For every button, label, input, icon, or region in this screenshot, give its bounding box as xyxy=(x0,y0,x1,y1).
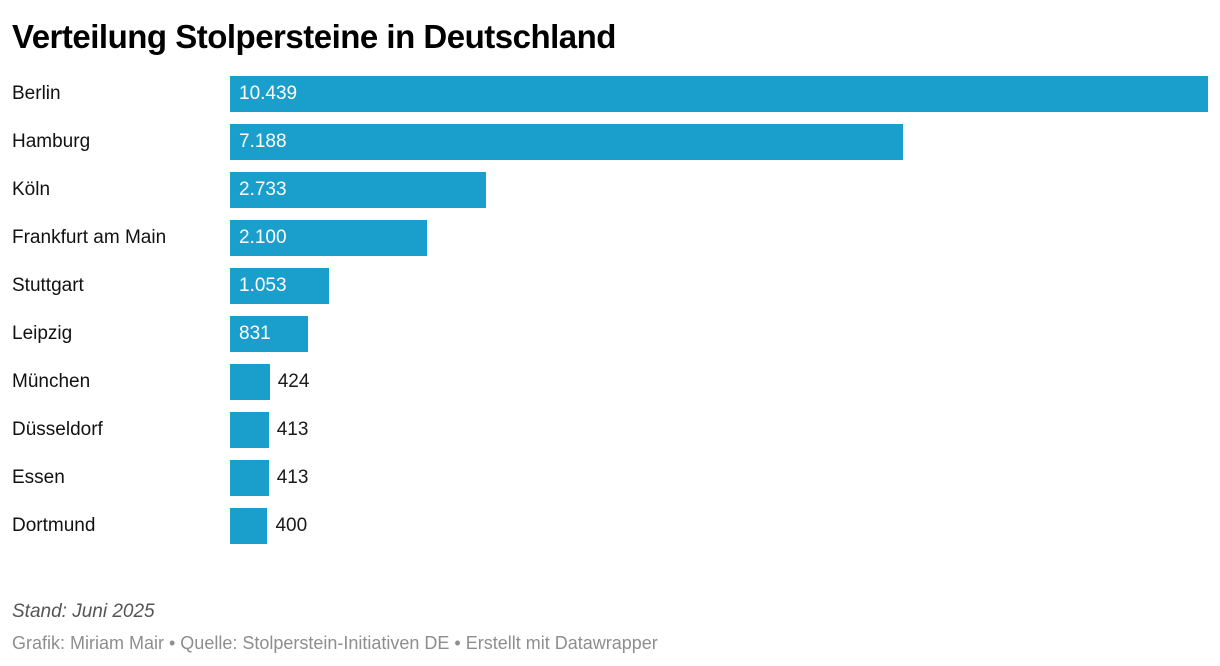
footer-stand-note: Stand: Juni 2025 xyxy=(12,601,155,622)
bar xyxy=(230,459,269,496)
row-label: Berlin xyxy=(12,82,61,104)
bar-value-label: 7.188 xyxy=(239,130,287,152)
bar-row: Frankfurt am Main 2.100 xyxy=(12,214,1208,262)
bar-track: 7.188 xyxy=(230,123,1208,160)
bar: 1.053 xyxy=(230,267,329,304)
bar: 2.733 xyxy=(230,171,487,208)
bar: 10.439 xyxy=(230,75,1208,112)
bar-row: Essen 413 xyxy=(12,454,1208,502)
bar-row: Düsseldorf 413 xyxy=(12,406,1208,454)
row-label: Düsseldorf xyxy=(12,418,103,440)
row-label: Stuttgart xyxy=(12,274,84,296)
bar-track: 2.100 xyxy=(230,219,1208,256)
bar-track: 400 xyxy=(230,507,1208,544)
bar-value-label: 2.733 xyxy=(239,178,287,200)
bar-rows: Berlin 10.439 Hamburg 7.188 Köln 2.733 F… xyxy=(12,70,1208,550)
bar-track: 10.439 xyxy=(230,75,1208,112)
bar-row: Stuttgart 1.053 xyxy=(12,262,1208,310)
row-label: Frankfurt am Main xyxy=(12,226,167,248)
bar-track: 424 xyxy=(230,363,1208,400)
bar: 2.100 xyxy=(230,219,427,256)
bar-value-label: 424 xyxy=(277,370,310,392)
chart-title: Verteilung Stolpersteine in Deutschland xyxy=(12,18,616,55)
bar-row: Dortmund 400 xyxy=(12,502,1208,550)
bar-track: 413 xyxy=(230,459,1208,496)
bar-track: 2.733 xyxy=(230,171,1208,208)
bar-row: Hamburg 7.188 xyxy=(12,118,1208,166)
bar-row: München 424 xyxy=(12,358,1208,406)
footer-credits: Grafik: Miriam Mair • Quelle: Stolperste… xyxy=(12,633,658,653)
row-label: Essen xyxy=(12,466,65,488)
row-label: Leipzig xyxy=(12,322,73,344)
bar-value-label: 831 xyxy=(239,322,271,344)
bar-value-label: 1.053 xyxy=(239,274,287,296)
bar-row: Berlin 10.439 xyxy=(12,70,1208,118)
bar-track: 1.053 xyxy=(230,267,1208,304)
row-label: Dortmund xyxy=(12,514,96,536)
bar xyxy=(230,411,269,448)
bar: 7.188 xyxy=(230,123,904,160)
chart-footer: Stand: Juni 2025 Grafik: Miriam Mair • Q… xyxy=(12,601,1208,654)
bar-row: Köln 2.733 xyxy=(12,166,1208,214)
bar-value-label: 400 xyxy=(275,514,308,536)
bar-track: 413 xyxy=(230,411,1208,448)
row-label: Köln xyxy=(12,178,51,200)
bar xyxy=(230,507,268,544)
row-label: Hamburg xyxy=(12,130,91,152)
bar-value-label: 413 xyxy=(276,418,309,440)
bar-value-label: 10.439 xyxy=(239,82,298,104)
bar-value-label: 413 xyxy=(276,466,309,488)
bar-value-label: 2.100 xyxy=(239,226,287,248)
bar: 831 xyxy=(230,315,308,352)
bar-row: Leipzig 831 xyxy=(12,310,1208,358)
row-label: München xyxy=(12,370,91,392)
bar xyxy=(230,363,270,400)
bar-track: 831 xyxy=(230,315,1208,352)
